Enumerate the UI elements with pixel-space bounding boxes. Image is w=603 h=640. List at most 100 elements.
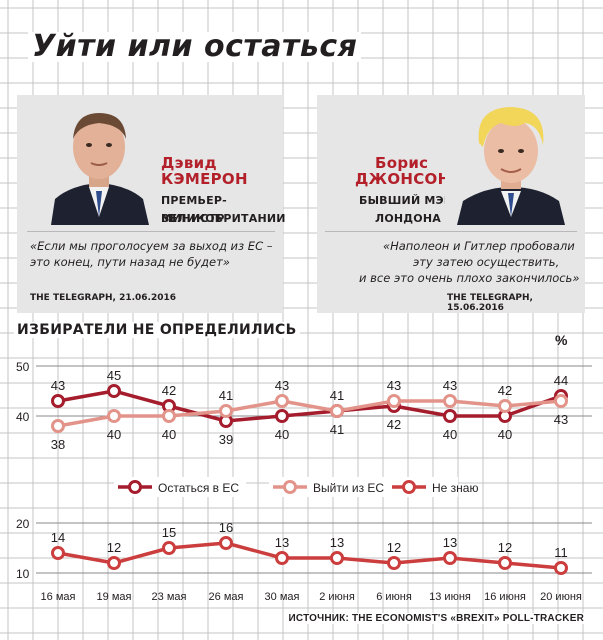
data-label: 43 [387,378,401,393]
data-label: 40 [498,427,512,442]
data-label: 40 [107,427,121,442]
quote-divider [325,231,577,232]
legend-item-bg [269,477,401,497]
cameron-first-name: Дэвид [161,154,217,172]
data-point [275,409,289,423]
x-tick-label: 30 мая [265,591,300,603]
x-tick-label: 20 июня [540,591,582,603]
cameron-quote-source: THE TELEGRAPH, 21.06.2016 [30,293,177,303]
data-point [107,384,121,398]
data-label: 12 [107,540,121,555]
data-point [498,556,512,570]
cameron-card: Дэвид КЭМЕРОН ПРЕМЬЕР-МИНИСТР ВЕЛИКОБРИТ… [17,95,286,313]
data-point [219,404,233,418]
data-label: 13 [275,535,289,550]
series-line [57,399,562,428]
johnson-last-name: ДЖОНСОН [355,170,451,188]
data-point [387,394,401,408]
data-point [387,556,401,570]
data-point [107,409,121,423]
unit-label: % [555,332,568,348]
data-label: 14 [51,530,65,545]
legend-label: Выйти из ЕС [313,481,384,495]
data-label: 13 [443,535,457,550]
data-point [51,394,65,408]
johnson-card: Борис ДЖОНСОН БЫВШИЙ МЭР ЛОНДОНА «Наполе… [317,95,585,313]
series-line [57,541,562,570]
data-point [443,409,457,423]
page-title: Уйти или остаться [28,32,362,62]
data-label: 45 [107,368,121,383]
data-label: 41 [330,422,344,437]
data-label: 40 [275,427,289,442]
data-label: 42 [162,383,176,398]
data-label: 12 [387,540,401,555]
x-tick-label: 19 мая [97,591,132,603]
x-tick-label: 16 июня [484,591,526,603]
data-point [162,541,176,555]
data-label: 42 [498,383,512,398]
x-tick-label: 2 июня [319,591,355,603]
cameron-role-line1: ПРЕМЬЕР-МИНИСТР [161,194,227,225]
data-label: 43 [51,378,65,393]
johnson-quote-line3: и все это очень плохо закончилось» [359,271,580,285]
y-tick-label: 50 [16,360,30,374]
x-tick-label: 16 мая [41,591,76,603]
johnson-quote-source: THE TELEGRAPH, 15.06.2016 [447,293,533,313]
data-point [162,409,176,423]
legend-label: Не знаю [432,481,478,495]
legend-item-bg [114,477,246,497]
data-point [51,546,65,560]
data-point [330,404,344,418]
data-point [275,394,289,408]
data-point [498,399,512,413]
data-label: 15 [162,525,176,540]
y-tick-label: 20 [16,517,30,531]
data-label: 39 [219,432,233,447]
data-label: 41 [219,388,233,403]
data-point [107,556,121,570]
data-point [554,561,568,575]
data-label: 44 [554,373,568,388]
johnson-first-name: Борис [375,154,429,172]
source-note: ИСТОЧНИК: THE ECONOMIST'S «BREXIT» POLL-… [285,613,587,624]
cameron-quote-line1: «Если мы проголосуем за выход из ЕС – [30,239,273,253]
johnson-quote-line1: «Наполеон и Гитлер пробовали [383,239,575,253]
x-tick-label: 26 мая [209,591,244,603]
data-label: 13 [330,535,344,550]
johnson-quote-line2: эту затею осуществить, [413,255,560,269]
johnson-role-line1: БЫВШИЙ МЭР [359,194,453,207]
x-tick-label: 23 мая [152,591,187,603]
data-label: 43 [275,378,289,393]
data-label: 42 [387,417,401,432]
data-point [443,551,457,565]
y-tick-label: 10 [16,567,30,581]
data-label: 38 [51,437,65,452]
legend-swatch-marker [128,480,142,494]
cameron-quote-line2: это конец, пути назад не будет» [30,255,230,269]
data-point [219,536,233,550]
data-point [443,394,457,408]
data-point [554,394,568,408]
chart-title: ИЗБИРАТЕЛИ НЕ ОПРЕДЕЛИЛИСЬ [14,322,300,338]
y-tick-label: 40 [16,410,30,424]
data-label: 40 [162,427,176,442]
data-label: 12 [498,540,512,555]
data-point [275,551,289,565]
johnson-role-line2: ЛОНДОНА [375,212,441,225]
data-label: 11 [554,545,568,560]
x-tick-label: 6 июня [376,591,412,603]
data-point [51,419,65,433]
series-line [57,389,562,423]
data-label: 41 [330,388,344,403]
cameron-last-name: КЭМЕРОН [161,170,248,188]
cameron-role-line2: ВЕЛИКОБРИТАНИИ [161,212,286,225]
data-label: 43 [443,378,457,393]
data-point [330,551,344,565]
data-label: 43 [554,412,568,427]
legend-label: Остаться в ЕС [158,481,239,495]
legend-swatch-marker [283,480,297,494]
data-label: 16 [219,520,233,535]
data-label: 40 [443,427,457,442]
